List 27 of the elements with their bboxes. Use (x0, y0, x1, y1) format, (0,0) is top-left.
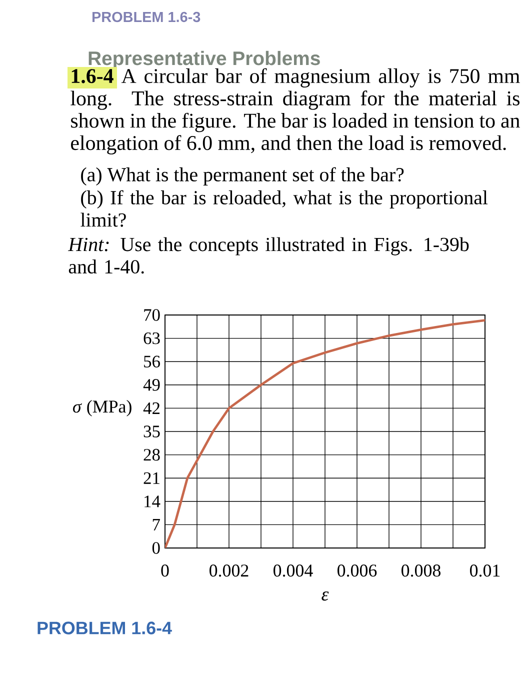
y-tick-label: 21 (144, 472, 160, 484)
text: Hint: Use the concepts illustrated in Figs. 1-39b and 1-40. (68, 237, 469, 274)
y-tick-label: 14 (144, 496, 160, 508)
y-tick-label: 7 (152, 518, 160, 530)
x-tick-label: 0.002 (210, 564, 248, 577)
y-tick-label: 70 (144, 309, 160, 321)
y-axis-title: σ (MPa) (73, 400, 132, 416)
x-tick-label: 0.008 (402, 564, 440, 577)
text: 1.6-4 A circular bar of magnesium alloy is 750 mm long. The stress-strain diagram for the material is shown in the figure. The bar is loaded in tension to an elongation of 6.0 mm, and then the load is removed. (70, 68, 520, 154)
x-axis-title: ε (322, 592, 329, 601)
text: Representative Problems (88, 50, 320, 70)
y-tick-label: 0 (152, 542, 160, 554)
x-tick-label: 0 (161, 564, 169, 577)
y-tick-label: 56 (144, 356, 160, 368)
text: PROBLEM 1.6-4 (38, 622, 172, 634)
x-tick-label: 0.01 (470, 564, 500, 577)
y-tick-label: 63 (144, 332, 160, 344)
y-tick-label: 28 (144, 448, 160, 461)
y-tick-label: 42 (143, 402, 160, 414)
x-tick-label: 0.006 (338, 564, 377, 577)
y-tick-label: 35 (144, 426, 160, 438)
text: PROBLEM 1.6-3 (92, 12, 200, 22)
text: (a) What is the permanent set of the bar? (81, 167, 404, 186)
y-tick-label: 49 (143, 379, 160, 391)
line-series (165, 319, 486, 548)
x-tick-label: 0.004 (274, 564, 313, 577)
text: (b) If the bar is reloaded, what is the proportional limit? (80, 190, 488, 227)
